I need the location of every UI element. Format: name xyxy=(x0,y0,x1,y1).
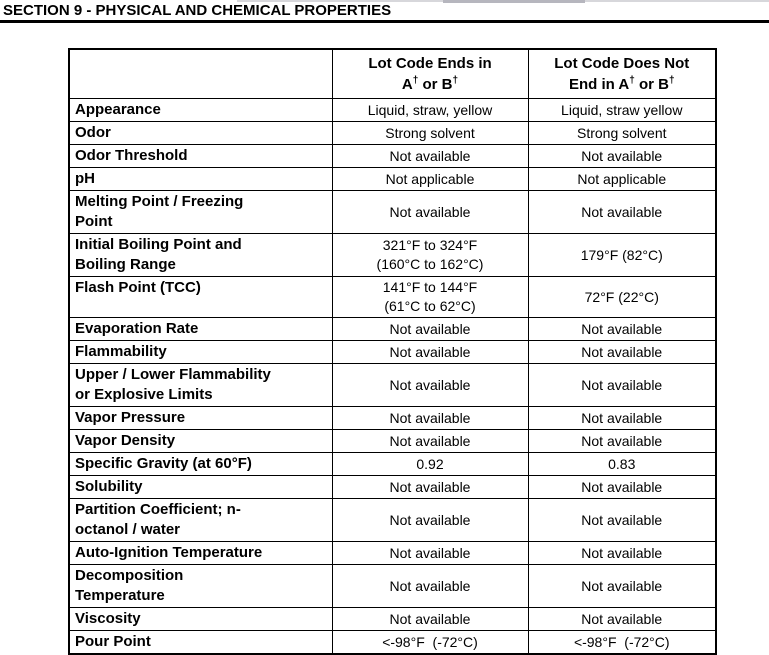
header-text: A xyxy=(401,76,413,93)
value-lot-code-ends-ab: Strong solvent xyxy=(331,121,529,145)
header-line-2: End in A† or B† xyxy=(531,74,714,95)
table-row: Decomposition Temperature Not available No… xyxy=(68,564,717,608)
value-lot-code-ends-ab: Not available xyxy=(331,144,529,168)
dagger-superscript: † xyxy=(452,75,459,86)
value-lot-code-not-ab: 179°F (82°C) xyxy=(527,233,717,277)
table-row: Partition Coefficient; n- octanol / wate… xyxy=(68,498,717,542)
table-row: Appearance Liquid, straw, yellow Liquid, s… xyxy=(68,98,717,122)
table-row: Flash Point (TCC) 141°F to 144°F (61°C to… xyxy=(68,276,717,318)
table-row: Evaporation Rate Not available Not availab… xyxy=(68,317,717,341)
property-label: Viscosity xyxy=(68,607,333,631)
header-line-1: Lot Code Ends in xyxy=(368,55,492,72)
value-lot-code-not-ab: 72°F (22°C) xyxy=(527,276,717,318)
dagger-superscript: † xyxy=(629,75,635,86)
table-row: Melting Point / Freezing Point Not availa… xyxy=(68,190,717,234)
value-lot-code-ends-ab: 141°F to 144°F (61°C to 62°C) xyxy=(331,276,529,318)
property-label: Initial Boiling Point and Boiling Range xyxy=(68,233,333,277)
table-row: Vapor Pressure Not available Not available xyxy=(68,406,717,430)
column-header-lot-code-ends-ab: Lot Code Ends in A† or B† xyxy=(331,48,529,99)
value-lot-code-not-ab: 0.83 xyxy=(527,452,717,476)
section-title: SECTION 9 - PHYSICAL AND CHEMICAL PROPER… xyxy=(3,2,392,19)
value-lot-code-not-ab: Not available xyxy=(527,317,717,341)
value-lot-code-not-ab: <-98°F (-72°C) xyxy=(527,630,717,655)
header-line-1: Lot Code Does Not xyxy=(554,55,690,72)
value-lot-code-ends-ab: Not available xyxy=(331,406,529,430)
property-label: Flammability xyxy=(68,340,333,364)
value-lot-code-ends-ab: Not available xyxy=(331,317,529,341)
table-row: pH Not applicable Not applicable xyxy=(68,167,717,191)
table-row: Odor Threshold Not available Not available xyxy=(68,144,717,168)
property-label: Vapor Pressure xyxy=(68,406,333,430)
section-title-underline xyxy=(0,20,769,23)
header-text: or B xyxy=(634,76,669,93)
property-label: Evaporation Rate xyxy=(68,317,333,341)
value-lot-code-not-ab: Not available xyxy=(527,475,717,499)
property-label: Odor xyxy=(68,121,333,145)
table-row: Viscosity Not available Not available xyxy=(68,607,717,631)
table-row: Specific Gravity (at 60°F) 0.92 0.83 xyxy=(68,452,717,476)
property-label: Auto-Ignition Temperature xyxy=(68,541,333,565)
table-row: Vapor Density Not available Not available xyxy=(68,429,717,453)
window-edge-artifact-segment xyxy=(443,0,585,3)
property-label: Partition Coefficient; n- octanol / wate… xyxy=(68,498,333,542)
value-lot-code-not-ab: Strong solvent xyxy=(527,121,717,145)
property-label: Odor Threshold xyxy=(68,144,333,168)
table-row: Auto-Ignition Temperature Not available No… xyxy=(68,541,717,565)
value-lot-code-ends-ab: Not available xyxy=(331,429,529,453)
table-row: Initial Boiling Point and Boiling Range 3… xyxy=(68,233,717,277)
property-label: Decomposition Temperature xyxy=(68,564,333,608)
value-lot-code-not-ab: Not available xyxy=(527,564,717,608)
property-label: Solubility xyxy=(68,475,333,499)
value-lot-code-not-ab: Not available xyxy=(527,144,717,168)
header-text: or B xyxy=(418,76,453,93)
value-lot-code-ends-ab: <-98°F (-72°C) xyxy=(331,630,529,655)
header-line-2: A† or B† xyxy=(335,74,526,95)
property-label: Vapor Density xyxy=(68,429,333,453)
value-lot-code-not-ab: Not available xyxy=(527,406,717,430)
value-lot-code-ends-ab: 0.92 xyxy=(331,452,529,476)
value-lot-code-ends-ab: Not available xyxy=(331,363,529,407)
dagger-superscript: † xyxy=(412,75,419,86)
table-header-row: Lot Code Ends in A† or B† Lot Code Does … xyxy=(68,48,717,99)
value-lot-code-ends-ab: Liquid, straw, yellow xyxy=(331,98,529,122)
property-label: Upper / Lower Flammability or Explosive … xyxy=(68,363,333,407)
value-lot-code-ends-ab: Not applicable xyxy=(331,167,529,191)
property-label: pH xyxy=(68,167,333,191)
physical-chemical-properties-table: Lot Code Ends in A† or B† Lot Code Does … xyxy=(68,48,717,655)
value-lot-code-not-ab: Not available xyxy=(527,190,717,234)
value-lot-code-ends-ab: 321°F to 324°F (160°C to 162°C) xyxy=(331,233,529,277)
property-label: Melting Point / Freezing Point xyxy=(68,190,333,234)
value-lot-code-ends-ab: Not available xyxy=(331,190,529,234)
table-row: Flammability Not available Not available xyxy=(68,340,717,364)
property-column-header xyxy=(68,48,333,99)
value-lot-code-not-ab: Not available xyxy=(527,363,717,407)
value-lot-code-not-ab: Liquid, straw yellow xyxy=(527,98,717,122)
value-lot-code-ends-ab: Not available xyxy=(331,498,529,542)
dagger-superscript: † xyxy=(668,75,675,86)
value-lot-code-not-ab: Not available xyxy=(527,340,717,364)
value-lot-code-ends-ab: Not available xyxy=(331,340,529,364)
property-label: Flash Point (TCC) xyxy=(68,276,333,318)
value-lot-code-not-ab: Not available xyxy=(527,607,717,631)
value-lot-code-ends-ab: Not available xyxy=(331,475,529,499)
value-lot-code-ends-ab: Not available xyxy=(331,564,529,608)
value-lot-code-not-ab: Not available xyxy=(527,429,717,453)
value-lot-code-not-ab: Not applicable xyxy=(527,167,717,191)
property-label: Specific Gravity (at 60°F) xyxy=(68,452,333,476)
table-row: Pour Point <-98°F (-72°C) <-98°F (-72°C) xyxy=(68,630,717,655)
property-label: Pour Point xyxy=(68,630,333,655)
column-header-lot-code-not-ab: Lot Code Does Not End in A† or B† xyxy=(527,48,717,99)
header-text: End in A xyxy=(568,76,630,93)
value-lot-code-not-ab: Not available xyxy=(527,498,717,542)
property-label: Appearance xyxy=(68,98,333,122)
table-row: Odor Strong solvent Strong solvent xyxy=(68,121,717,145)
table-row: Solubility Not available Not available xyxy=(68,475,717,499)
properties-table-body: Appearance Liquid, straw, yellow Liquid, s… xyxy=(68,98,717,655)
value-lot-code-ends-ab: Not available xyxy=(331,541,529,565)
table-row: Upper / Lower Flammability or Explosive … xyxy=(68,363,717,407)
value-lot-code-ends-ab: Not available xyxy=(331,607,529,631)
value-lot-code-not-ab: Not available xyxy=(527,541,717,565)
